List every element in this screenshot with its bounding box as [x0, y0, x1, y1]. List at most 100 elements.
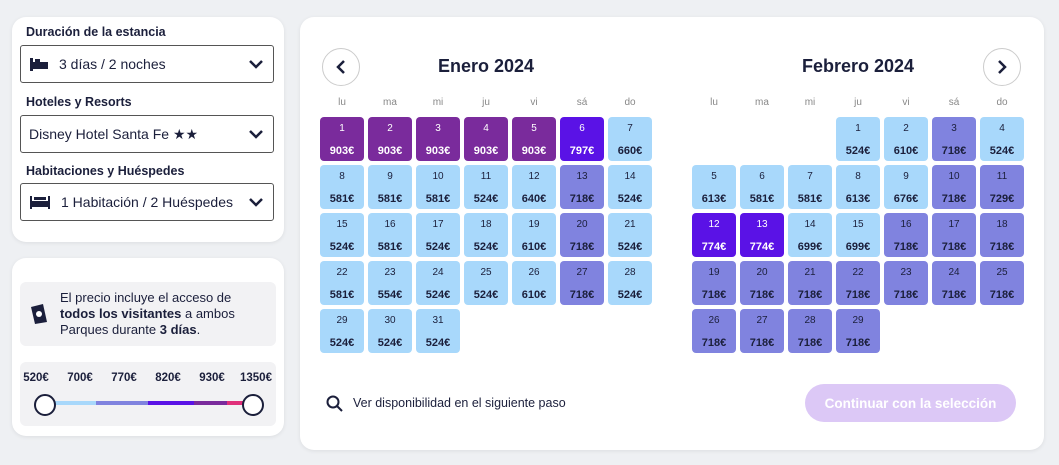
day-cell[interactable]: 9 676€: [884, 165, 928, 209]
day-cell[interactable]: 15 524€: [320, 213, 364, 257]
day-cell[interactable]: 14 524€: [608, 165, 652, 209]
day-price: 699€: [797, 241, 823, 253]
weekday: vi: [530, 97, 538, 108]
day-cell[interactable]: 17 524€: [416, 213, 460, 257]
hotel-select[interactable]: Disney Hotel Santa Fe ★★: [20, 115, 274, 153]
day-cell[interactable]: 23 554€: [368, 261, 412, 305]
day-cell[interactable]: 21 718€: [788, 261, 832, 305]
chevron: [249, 198, 263, 207]
day-cell[interactable]: 30 524€: [368, 309, 412, 353]
day-cell[interactable]: 11 524€: [464, 165, 508, 209]
day-cell[interactable]: 8 613€: [836, 165, 880, 209]
day-price: 718€: [749, 289, 775, 301]
day-number: 9: [387, 171, 393, 182]
day-price: 524€: [617, 289, 643, 301]
day-cell[interactable]: 12 640€: [512, 165, 556, 209]
day-cell[interactable]: 19 718€: [692, 261, 736, 305]
day-number: 7: [807, 171, 813, 182]
day-cell[interactable]: 4 524€: [980, 117, 1024, 161]
weekday: lu: [338, 97, 346, 108]
continue-button[interactable]: Continuar con la selección: [805, 384, 1016, 422]
day-cell[interactable]: 1 903€: [320, 117, 364, 161]
day-cell[interactable]: 12 774€: [692, 213, 736, 257]
day-cell[interactable]: 21 524€: [608, 213, 652, 257]
rooms-select[interactable]: 1 Habitación / 2 Huéspedes: [20, 183, 274, 221]
stay-select[interactable]: 3 días / 2 noches: [20, 45, 274, 83]
label: Hoteles y Resorts: [26, 95, 132, 109]
day-cell[interactable]: 22 581€: [320, 261, 364, 305]
day-cell[interactable]: 24 718€: [932, 261, 976, 305]
day-cell[interactable]: 2 610€: [884, 117, 928, 161]
day-cell[interactable]: 24 524€: [416, 261, 460, 305]
day-cell[interactable]: 6 581€: [740, 165, 784, 209]
day-cell[interactable]: 29 524€: [320, 309, 364, 353]
day-price: 699€: [845, 241, 871, 253]
weekday: ju: [482, 97, 490, 108]
text: 3 días: [159, 322, 197, 337]
day-number: 23: [900, 267, 912, 278]
day-cell[interactable]: 7 660€: [608, 117, 652, 161]
day-cell[interactable]: 10 718€: [932, 165, 976, 209]
day-cell[interactable]: 27 718€: [560, 261, 604, 305]
price-slider: 520€ 700€ 770€ 820€ 930€ 1350€: [20, 362, 276, 426]
day-cell[interactable]: 22 718€: [836, 261, 880, 305]
day-number: 4: [999, 123, 1005, 134]
day-cell[interactable]: 8 581€: [320, 165, 364, 209]
day-cell[interactable]: 10 581€: [416, 165, 460, 209]
day-cell[interactable]: 3 903€: [416, 117, 460, 161]
day-cell[interactable]: 4 903€: [464, 117, 508, 161]
prev-month[interactable]: [322, 48, 360, 86]
day-cell[interactable]: 3 718€: [932, 117, 976, 161]
day-cell[interactable]: 28 718€: [788, 309, 832, 353]
day-cell[interactable]: 18 524€: [464, 213, 508, 257]
day-number: 26: [708, 315, 720, 326]
day-cell[interactable]: 7 581€: [788, 165, 832, 209]
day-cell[interactable]: 27 718€: [740, 309, 784, 353]
day-cell[interactable]: 26 718€: [692, 309, 736, 353]
day-cell[interactable]: 29 718€: [836, 309, 880, 353]
day-number: 21: [804, 267, 816, 278]
day-number: 8: [855, 171, 861, 182]
next-month[interactable]: [983, 48, 1021, 86]
day-price: 610€: [521, 241, 547, 253]
day-cell[interactable]: 17 718€: [932, 213, 976, 257]
slider-handle[interactable]: [242, 394, 264, 416]
day-cell[interactable]: 1 524€: [836, 117, 880, 161]
day-cell[interactable]: 2 903€: [368, 117, 412, 161]
day-number: 3: [435, 123, 441, 134]
day-price: 581€: [797, 193, 823, 205]
day-number: 16: [900, 219, 912, 230]
day-cell[interactable]: 18 718€: [980, 213, 1024, 257]
day-cell[interactable]: 11 729€: [980, 165, 1024, 209]
weekday: ma: [755, 97, 769, 108]
day-cell[interactable]: 9 581€: [368, 165, 412, 209]
day-cell[interactable]: 20 718€: [560, 213, 604, 257]
day-cell[interactable]: 5 903€: [512, 117, 556, 161]
day-price: 613€: [701, 193, 727, 205]
day-cell[interactable]: 20 718€: [740, 261, 784, 305]
day-cell[interactable]: 25 524€: [464, 261, 508, 305]
day-cell[interactable]: 28 524€: [608, 261, 652, 305]
day-cell[interactable]: 14 699€: [788, 213, 832, 257]
day-cell[interactable]: 15 699€: [836, 213, 880, 257]
day-price: 718€: [893, 289, 919, 301]
day-cell[interactable]: 13 774€: [740, 213, 784, 257]
day-price: 718€: [893, 241, 919, 253]
day-cell[interactable]: 23 718€: [884, 261, 928, 305]
day-price: 524€: [329, 241, 355, 253]
day-number: 27: [576, 267, 588, 278]
day-cell[interactable]: 25 718€: [980, 261, 1024, 305]
day-cell[interactable]: 26 610€: [512, 261, 556, 305]
day-cell[interactable]: 16 718€: [884, 213, 928, 257]
day-number: 15: [336, 219, 348, 230]
slider-handle[interactable]: [34, 394, 56, 416]
day-cell[interactable]: 5 613€: [692, 165, 736, 209]
day-number: 18: [996, 219, 1008, 230]
day-cell[interactable]: 6 797€: [560, 117, 604, 161]
day-price: 524€: [329, 337, 355, 349]
day-cell[interactable]: 19 610€: [512, 213, 556, 257]
day-cell[interactable]: 31 524€: [416, 309, 460, 353]
day-cell[interactable]: 13 718€: [560, 165, 604, 209]
day-cell[interactable]: 16 581€: [368, 213, 412, 257]
day-number: 19: [708, 267, 720, 278]
